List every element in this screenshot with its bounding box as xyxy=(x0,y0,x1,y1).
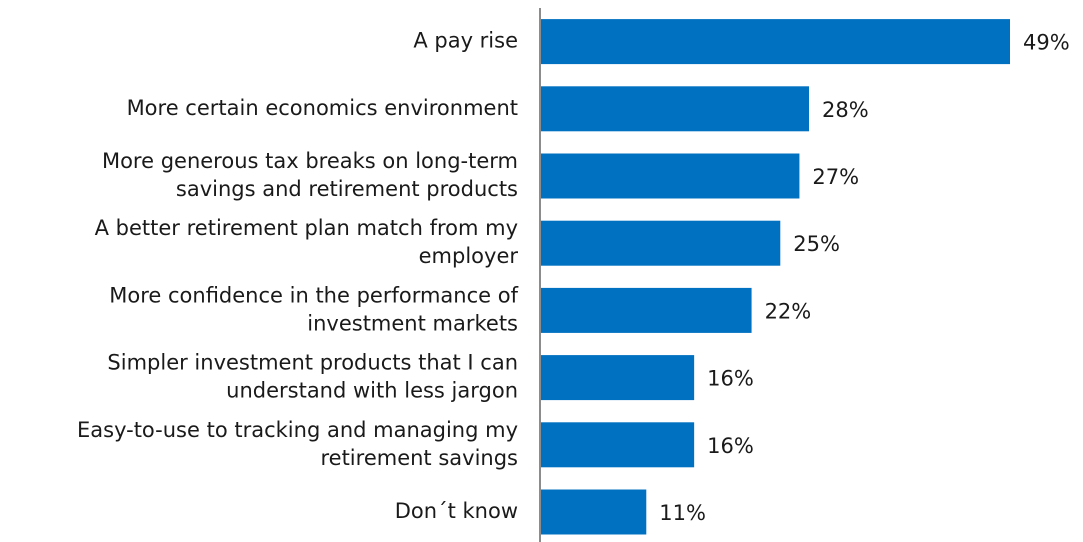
data-label: 22% xyxy=(765,299,812,323)
bars xyxy=(541,19,1010,535)
category-label: employer xyxy=(419,244,519,268)
category-label: More confidence in the performance of xyxy=(109,283,518,307)
category-label: More generous tax breaks on long-term xyxy=(102,149,518,173)
category-label: investment markets xyxy=(307,311,518,335)
data-label: 16% xyxy=(707,434,754,458)
data-label: 16% xyxy=(707,367,754,391)
data-label: 28% xyxy=(822,98,869,122)
category-label: More certain economics environment xyxy=(127,96,518,120)
category-labels: A pay rise More certain economics environ… xyxy=(77,29,519,523)
bar xyxy=(541,86,809,132)
category-label: A better retirement plan match from my xyxy=(95,216,518,240)
data-label: 25% xyxy=(793,232,840,256)
category-label: Simpler investment products that I can xyxy=(107,351,518,375)
category-label: savings and retirement products xyxy=(176,177,518,201)
bar xyxy=(541,422,695,468)
category-label: Don´t know xyxy=(395,499,518,523)
bar xyxy=(541,220,781,266)
data-label: 49% xyxy=(1023,31,1070,55)
bar xyxy=(541,287,752,333)
bar xyxy=(541,19,1010,65)
data-label: 27% xyxy=(812,165,859,189)
value-labels: 49% 28% 27% 25% 22% 16% 16% 11% xyxy=(659,31,1069,525)
bar xyxy=(541,153,800,199)
category-label: understand with less jargon xyxy=(226,379,518,403)
category-label: retirement savings xyxy=(320,446,518,470)
bar xyxy=(541,355,695,401)
category-label: A pay rise xyxy=(413,29,518,53)
category-label: Easy-to-use to tracking and managing my xyxy=(77,418,518,442)
bar xyxy=(541,489,647,535)
data-label: 11% xyxy=(659,501,706,525)
